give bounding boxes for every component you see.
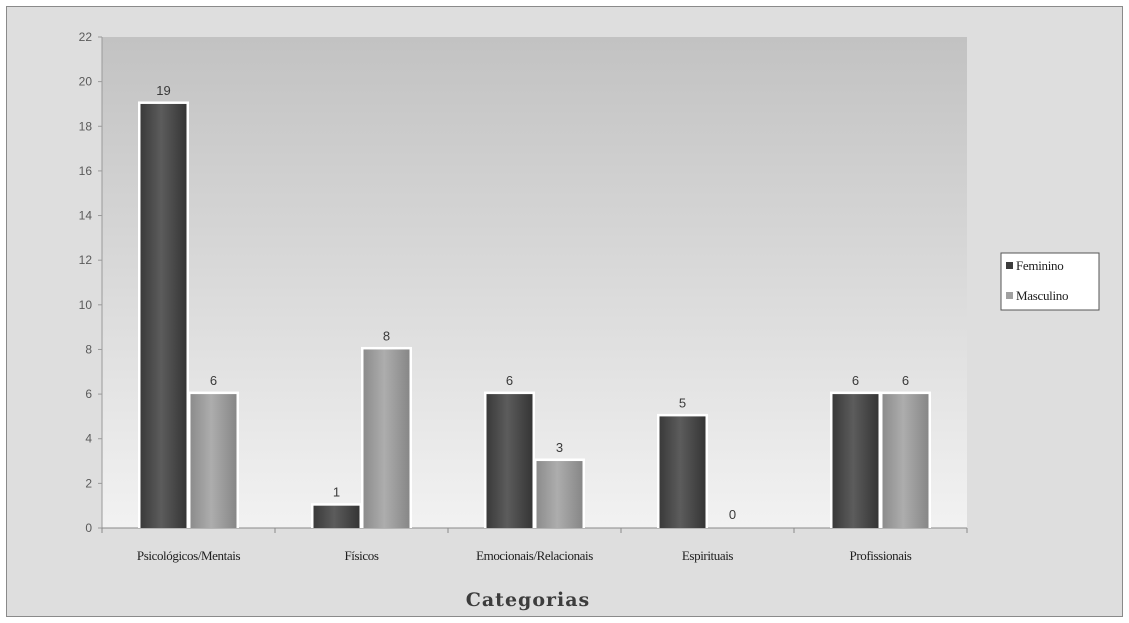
- y-tick-label: 14: [79, 209, 93, 223]
- data-label-masculino: 6: [902, 373, 909, 388]
- y-tick-label: 2: [85, 476, 92, 490]
- legend-box: [1000, 252, 1100, 311]
- y-tick-label: 20: [79, 75, 93, 89]
- y-tick-label: 16: [79, 164, 93, 178]
- y-tick-label: 10: [79, 298, 93, 312]
- data-label-feminino: 5: [679, 395, 686, 410]
- bar-feminino: [140, 103, 187, 529]
- legend-label-masculino: Masculino: [1016, 288, 1068, 303]
- y-tick-label: 0: [85, 521, 92, 535]
- bar-feminino: [313, 505, 360, 528]
- x-category-label: Emocionais/Relacionais: [476, 548, 593, 563]
- bar-masculino: [536, 461, 583, 528]
- y-tick-label: 22: [79, 30, 93, 44]
- x-category-label: Profissionais: [850, 548, 912, 563]
- bar-feminino: [486, 394, 533, 528]
- legend-swatch-feminino: [1006, 262, 1013, 269]
- bar-feminino: [832, 394, 879, 528]
- x-category-label: Espirituais: [682, 548, 734, 563]
- y-tick-label: 8: [85, 342, 92, 356]
- data-label-feminino: 19: [156, 83, 170, 98]
- y-tick-label: 6: [85, 387, 92, 401]
- legend-label-feminino: Feminino: [1016, 258, 1063, 273]
- y-tick-label: 18: [79, 119, 93, 133]
- bar-masculino: [882, 394, 929, 528]
- x-category-label: Físicos: [344, 548, 378, 563]
- data-label-masculino: 8: [383, 328, 390, 343]
- bar-masculino: [190, 394, 237, 528]
- data-label-feminino: 1: [333, 485, 340, 500]
- bar-masculino: [363, 349, 410, 528]
- data-label-feminino: 6: [852, 373, 859, 388]
- bar-feminino: [659, 416, 706, 528]
- legend: Feminino Masculino: [1000, 252, 1100, 311]
- data-label-masculino: 6: [210, 373, 217, 388]
- legend-swatch-masculino: [1006, 292, 1013, 299]
- x-axis-title: Categorias: [466, 589, 591, 611]
- y-tick-label: 12: [79, 253, 93, 267]
- data-label-masculino: 0: [729, 507, 736, 522]
- y-tick-label: 4: [85, 432, 92, 446]
- data-label-feminino: 6: [506, 373, 513, 388]
- data-label-masculino: 3: [556, 440, 563, 455]
- x-category-label: Psicológicos/Mentais: [137, 548, 241, 563]
